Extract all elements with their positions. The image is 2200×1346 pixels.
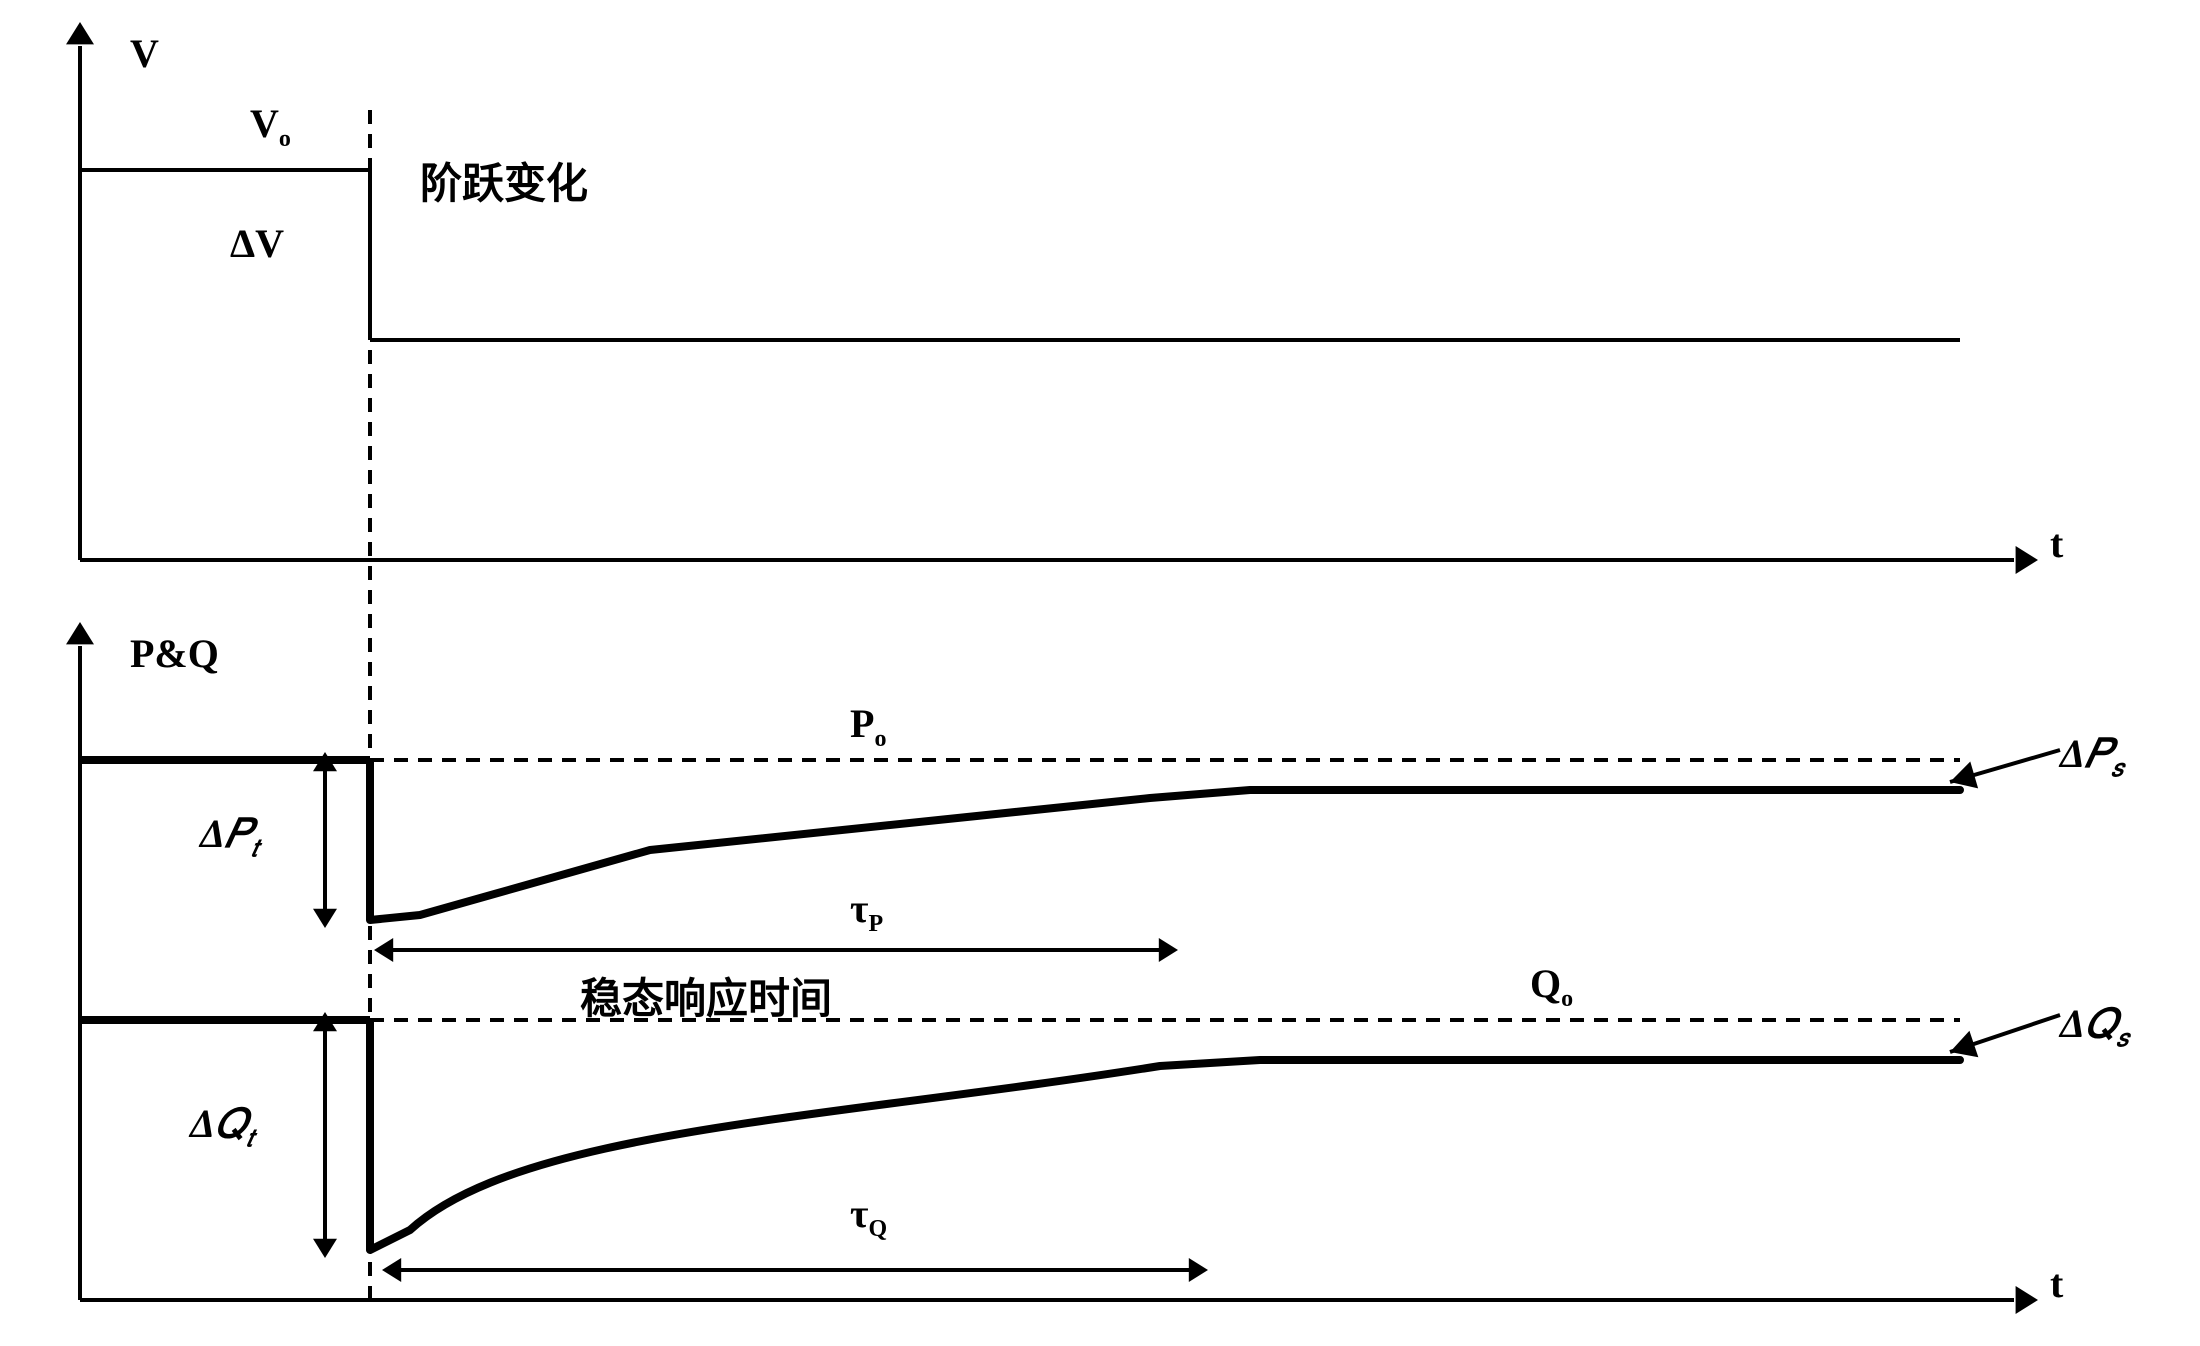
label-step-change: 阶跃变化 [420,150,588,211]
label-tauQ: τQ [850,1190,887,1243]
label-tauP: τP [850,885,883,938]
label-Po: Po [850,700,886,753]
label-steady-state: 稳态响应时间 [580,965,832,1026]
label-dQs: Δ𝑄𝑠 [2060,1000,2128,1053]
label-PQ: P&Q [130,630,219,677]
label-dPs: Δ𝑃𝑠 [2060,730,2123,783]
label-Qo: Qo [1530,960,1573,1013]
label-t-bottom: t [2050,1260,2063,1307]
label-dV: ΔV [230,220,284,267]
response-diagram [0,0,2200,1346]
label-dQt: Δ𝑄𝑡 [190,1100,254,1153]
label-V: V [130,30,159,77]
label-Vo: Vo [250,100,291,153]
label-t-top: t [2050,520,2063,567]
label-dPt: Δ𝑃𝑡 [200,810,259,863]
